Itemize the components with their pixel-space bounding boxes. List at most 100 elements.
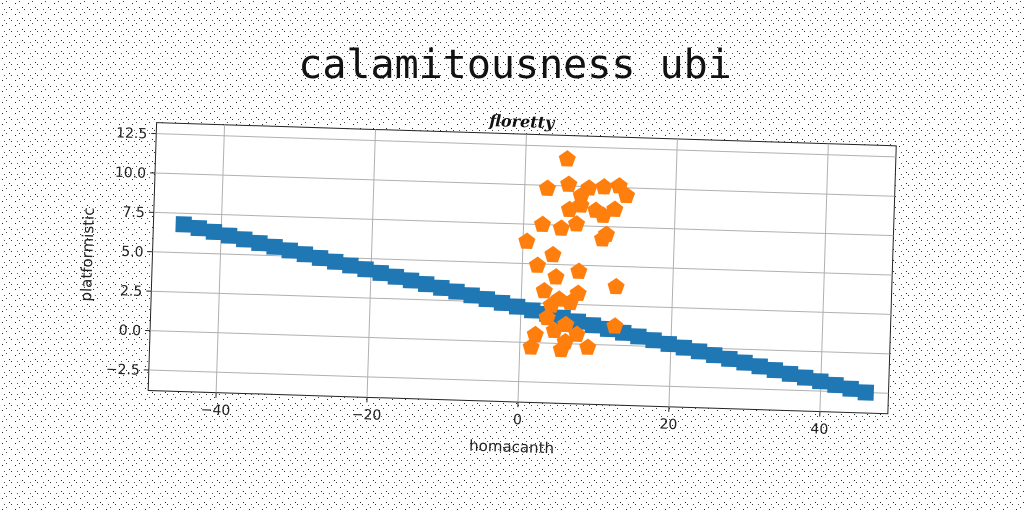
data-point-square (493, 294, 511, 312)
y-tick-label: 0.0 (119, 323, 142, 340)
data-point-square (387, 268, 405, 285)
data-point-square (342, 257, 359, 274)
data-point-square (190, 219, 208, 237)
y-axis-label: platformistic (77, 207, 98, 302)
data-point-pentagon (522, 338, 540, 355)
y-grid-line (148, 369, 889, 394)
data-point-square (266, 238, 283, 256)
data-point-square (524, 302, 541, 319)
data-point-pentagon (542, 296, 560, 313)
data-point-square (690, 343, 708, 360)
y-tick-label: 10.0 (115, 165, 147, 182)
data-point-pentagon (580, 179, 598, 196)
x-axis-label: homacanth (469, 437, 554, 458)
data-point-pentagon (547, 268, 565, 285)
data-point-square (721, 350, 738, 368)
data-point-pentagon (572, 196, 590, 213)
data-point-pentagon (533, 215, 552, 233)
x-tick-label: 40 (810, 421, 828, 438)
data-point-pentagon (593, 230, 612, 247)
data-point-square (205, 223, 223, 241)
x-grid-line (517, 134, 527, 403)
data-point-square (478, 290, 496, 308)
series-blue-squares (175, 216, 875, 401)
data-point-square (175, 216, 192, 233)
data-point-square (433, 279, 450, 297)
data-point-pentagon (538, 179, 557, 196)
data-point-pentagon (618, 186, 636, 204)
data-point-pentagon (535, 281, 553, 299)
data-point-pentagon (538, 308, 556, 326)
data-point-square (857, 384, 875, 401)
data-point-square (796, 369, 814, 386)
data-point-pentagon (606, 317, 624, 334)
data-point-square (645, 331, 662, 349)
data-point-square (630, 328, 647, 345)
data-point-square (842, 380, 859, 398)
axes-title: floretty (488, 111, 556, 132)
data-point-pentagon (558, 150, 576, 167)
data-point-pentagon (595, 178, 613, 195)
data-point-pentagon (518, 232, 536, 249)
data-point-square (281, 242, 298, 259)
x-grid-line (819, 143, 829, 412)
data-point-square (402, 272, 420, 289)
data-point-square (296, 246, 314, 263)
x-tick-label: −20 (351, 407, 381, 424)
data-point-pentagon (552, 340, 570, 358)
figure-suptitle: calamitousness ubi (298, 42, 731, 88)
y-grid-line (155, 172, 895, 197)
y-grid-line (153, 211, 894, 237)
data-point-square (508, 298, 526, 315)
data-point-square (311, 249, 329, 267)
data-point-pentagon (606, 200, 624, 217)
y-grid-line (152, 251, 893, 276)
data-point-square (675, 339, 693, 356)
data-point-pentagon (579, 338, 597, 355)
data-point-pentagon (545, 321, 563, 339)
y-tick-label: 2.5 (120, 283, 143, 300)
data-point-square (827, 376, 844, 394)
y-ticks: −2.5 0.0 2.5 5.0 7.5 10.0 12.5 (106, 125, 157, 379)
data-point-pentagon (552, 219, 570, 236)
data-point-pentagon (568, 325, 586, 342)
data-point-square (812, 373, 829, 390)
data-point-square (463, 287, 480, 304)
data-point-square (251, 234, 268, 252)
data-point-pentagon (526, 325, 544, 343)
x-tick-label: 20 (659, 417, 677, 434)
data-point-pentagon (528, 256, 547, 273)
data-point-pentagon (568, 215, 586, 232)
data-point-pentagon (607, 277, 625, 295)
data-point-square (326, 253, 344, 271)
x-grid-line (668, 138, 678, 407)
data-point-square (357, 260, 374, 278)
data-point-square (569, 313, 587, 330)
data-point-square (751, 358, 768, 375)
x-tick-label: 0 (513, 412, 522, 428)
data-point-pentagon (560, 175, 578, 192)
data-point-square (736, 354, 753, 371)
y-grid-line (150, 330, 890, 355)
data-point-square (584, 317, 602, 334)
data-point-pentagon (544, 245, 562, 263)
x-grid-line (215, 124, 226, 393)
series-orange-pentagons (518, 150, 636, 358)
data-point-square (417, 275, 435, 293)
y-tick-label: −2.5 (106, 362, 140, 379)
data-point-square (372, 264, 389, 282)
plot-area: −40 −20 0 20 40 −2.5 0.0 2.5 5.0 7.5 10.0 12.5 flo… (77, 111, 897, 458)
y-tick-label: 5.0 (121, 244, 144, 261)
data-point-square (660, 335, 677, 353)
x-ticks: −40 −20 0 20 40 (201, 392, 828, 438)
data-point-square (220, 227, 238, 244)
data-point-square (448, 283, 465, 300)
data-point-square (766, 361, 784, 379)
data-point-pentagon (561, 293, 579, 311)
y-tick-label: 12.5 (116, 125, 148, 142)
data-point-square (781, 365, 799, 383)
y-grid-line (156, 133, 896, 158)
x-tick-label: −40 (201, 402, 231, 419)
data-point-square (705, 346, 723, 364)
